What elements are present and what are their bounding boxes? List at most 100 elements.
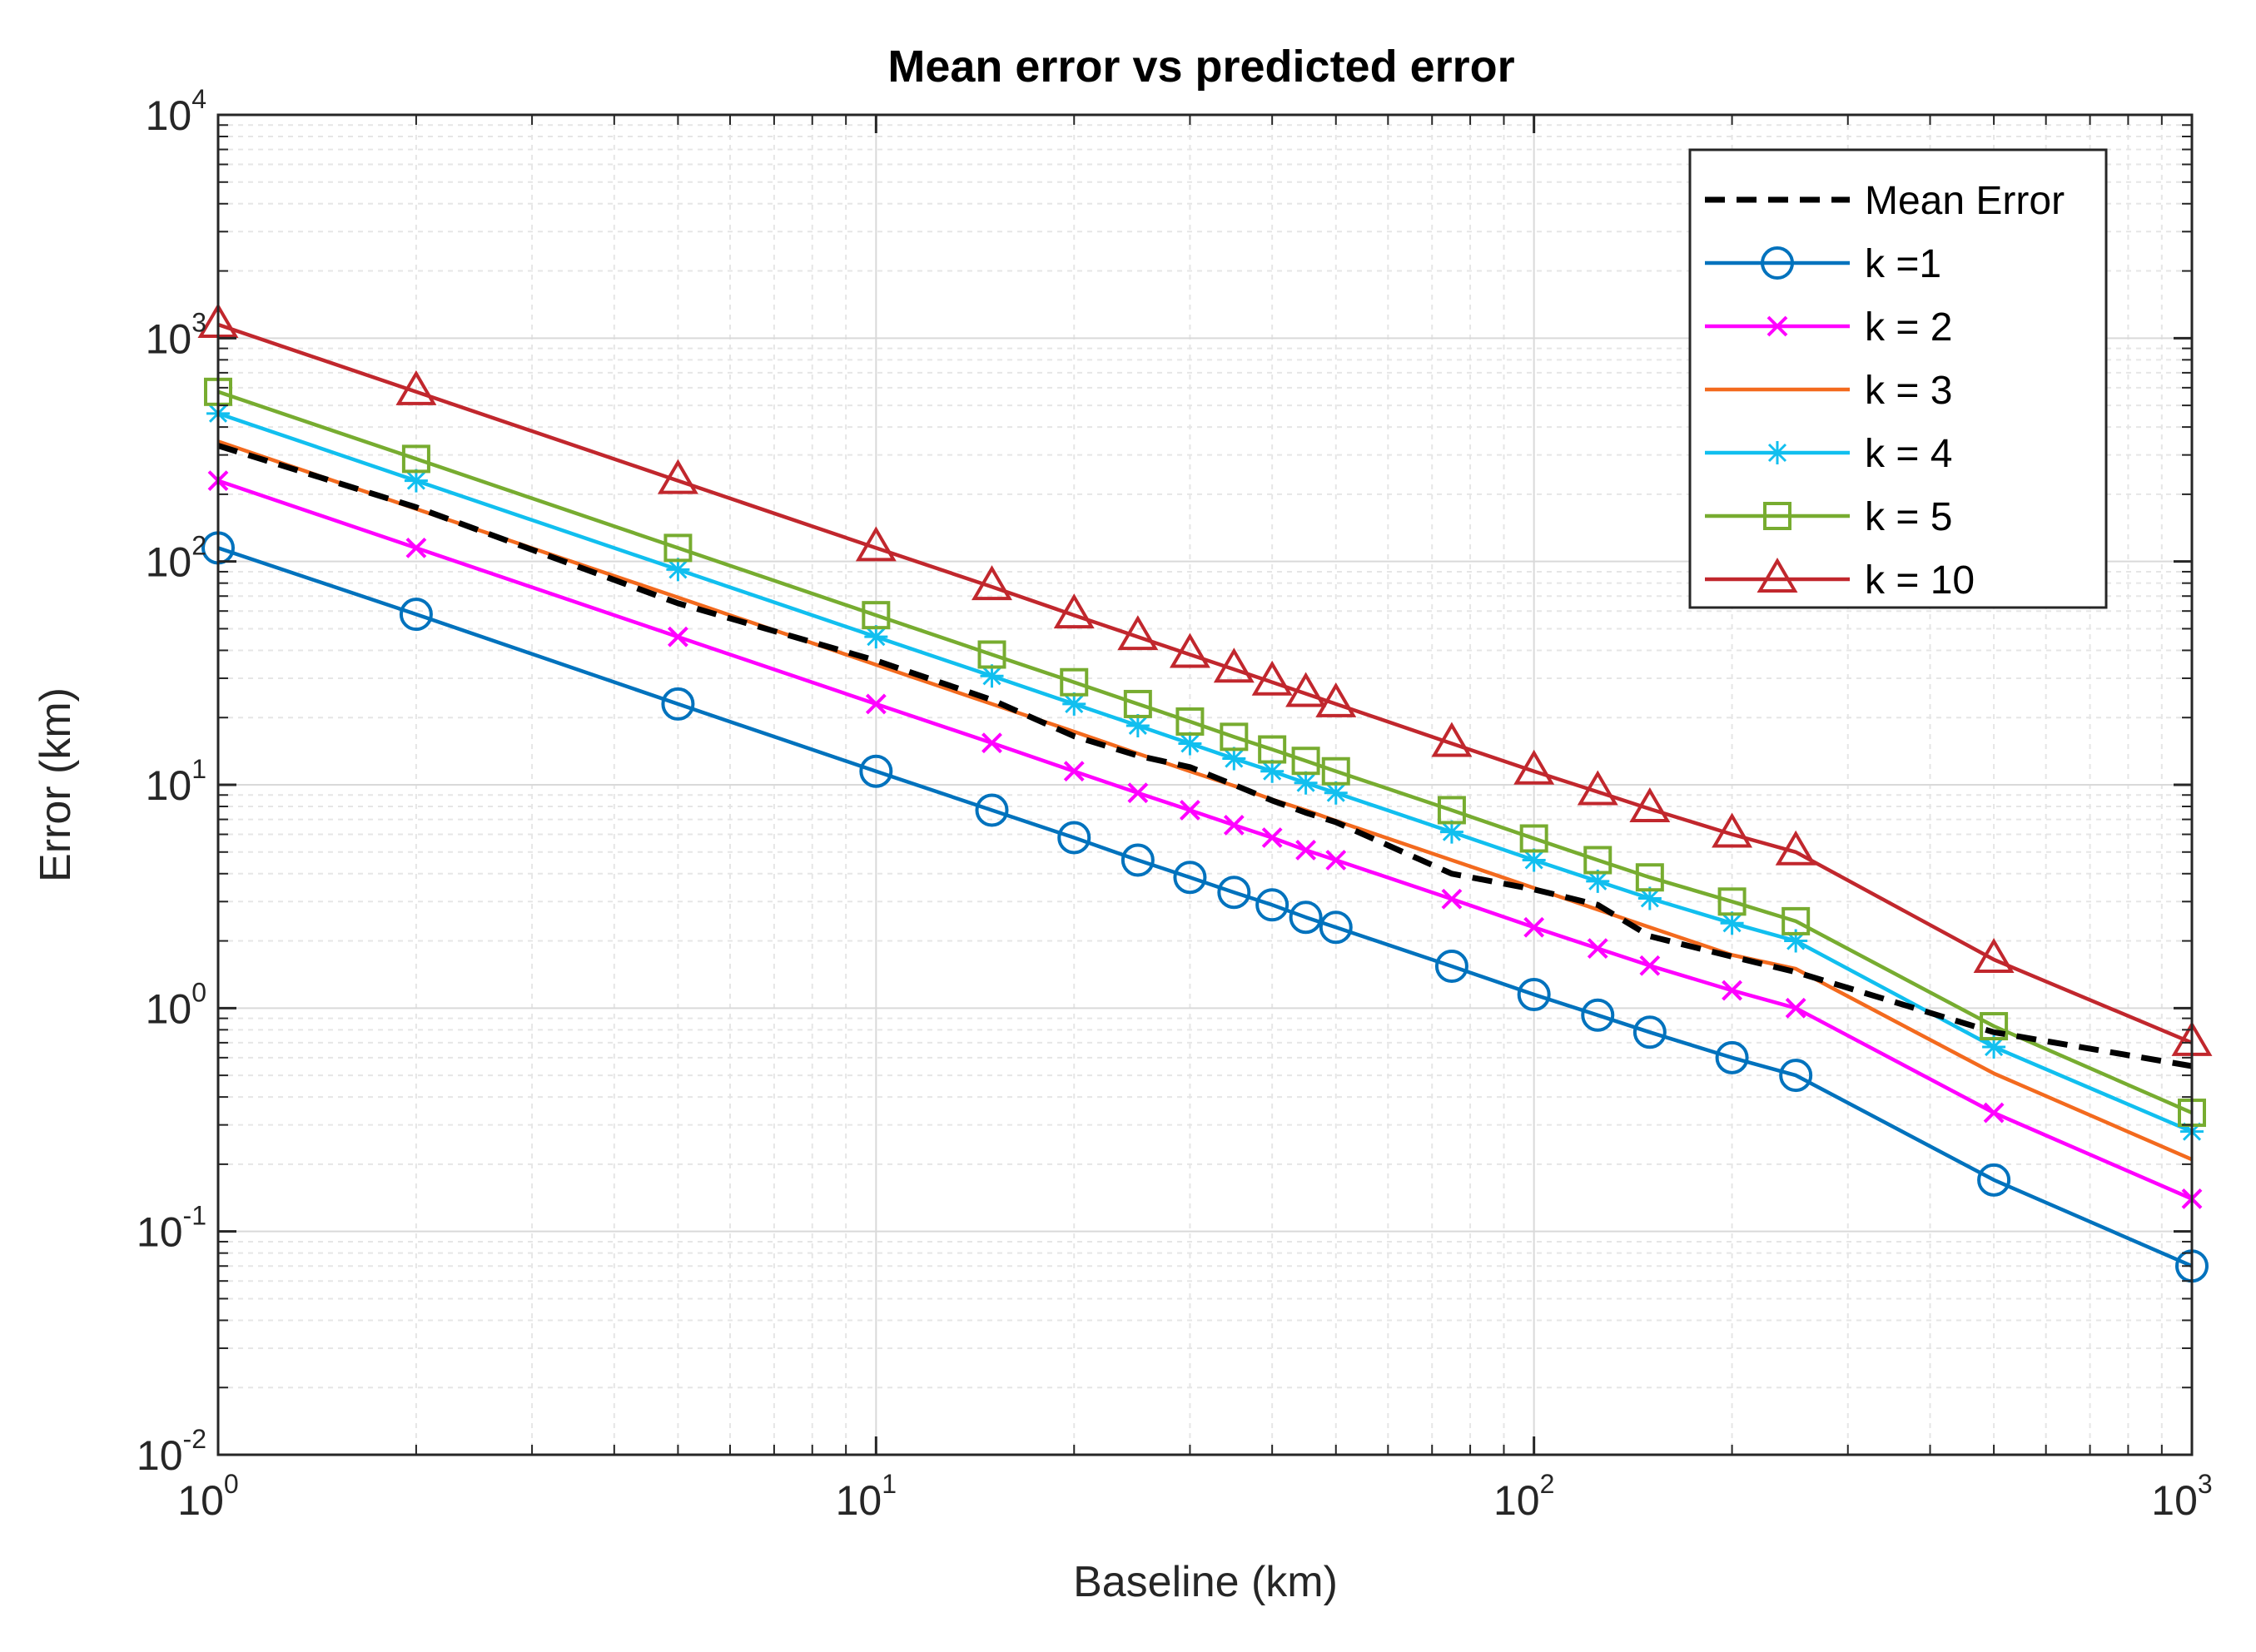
y-tick-label: 100: [146, 977, 206, 1032]
legend-entry-mean-error: Mean Error: [1705, 179, 2065, 223]
series-k-10: [197, 303, 2213, 1056]
data-point-k-4: [1062, 692, 1086, 716]
data-point-k-10: [1117, 615, 1159, 651]
data-point-k-1: [1632, 1015, 1667, 1049]
series-line-mean-error: [216, 443, 2193, 1069]
y-tick-label: 102: [146, 531, 206, 586]
data-point-k-4: [1294, 771, 1318, 795]
legend: Mean Error k =1 k = 2 k = 3 k = 4 k = 5 k = 10: [1688, 148, 2108, 609]
data-point-k-4: [1637, 886, 1662, 910]
y-tick-label-exponent: 1: [191, 754, 206, 784]
y-tick-label-exponent: 0: [191, 977, 206, 1007]
x-tick-label-exponent: 0: [224, 1469, 239, 1499]
data-point-k-10: [1577, 770, 1618, 806]
data-point-k-1: [1289, 900, 1323, 935]
x-axis-label: Baseline (km): [1073, 1558, 1338, 1606]
data-point-k-10: [1973, 938, 2015, 973]
data-point-k-2: [668, 626, 688, 647]
data-point-k-10: [1213, 647, 1255, 683]
y-tick-label-exponent: -1: [183, 1201, 206, 1231]
data-point-k-5: [977, 640, 1006, 669]
y-tick-label-base: 10: [146, 315, 192, 362]
data-point-k-5: [1321, 757, 1350, 786]
data-point-k-10: [1053, 593, 1095, 629]
y-tick-label-base: 10: [146, 985, 192, 1032]
data-point-k-10: [1513, 749, 1555, 785]
series-layer: [197, 303, 2213, 1283]
x-tick-label-exponent: 3: [2198, 1469, 2213, 1499]
data-point-k-5: [1717, 887, 1747, 916]
data-point-k-2: [1785, 997, 1806, 1019]
series-line-k-2: [217, 479, 2193, 1201]
data-point-k-10: [1431, 722, 1473, 757]
data-point-k-5: [1980, 1012, 2009, 1041]
data-point-k-2: [1523, 916, 1545, 938]
x-tick-label: 100: [177, 1469, 238, 1524]
legend-entry-k-10: k = 10: [1705, 558, 1975, 603]
data-point-k-1: [859, 754, 893, 788]
data-point-k-1: [1173, 861, 1207, 895]
legend-box: [1688, 148, 2108, 609]
x-tick-label: 101: [836, 1469, 897, 1524]
data-point-k-1: [661, 687, 695, 721]
data-point-k-1: [1779, 1059, 1813, 1093]
data-point-k-10: [1629, 786, 1671, 822]
data-point-k-2: [1983, 1102, 2005, 1124]
series-line-k-4: [217, 411, 2193, 1134]
data-point-k-4: [1720, 911, 1744, 935]
data-point-k-1: [1977, 1163, 2011, 1197]
data-point-k-10: [1712, 812, 1753, 848]
series-k-2: [207, 470, 2203, 1209]
data-point-k-5: [1583, 846, 1612, 875]
data-point-k-4: [1784, 929, 1808, 953]
data-point-k-5: [862, 601, 891, 630]
data-point-k-2: [1639, 955, 1661, 976]
legend-label-k-2: k = 2: [1865, 305, 1952, 350]
data-point-k-1: [1255, 888, 1289, 922]
data-point-k-1: [399, 598, 433, 632]
data-point-k-4: [1586, 869, 1610, 893]
data-point-k-2: [1063, 761, 1085, 782]
data-point-k-1: [1581, 998, 1615, 1032]
data-point-k-2: [1180, 800, 1200, 821]
data-point-k-10: [395, 370, 437, 405]
data-point-k-5: [1175, 707, 1205, 736]
data-point-k-10: [1285, 672, 1327, 707]
chart-title: Mean error vs predicted error: [887, 42, 1514, 92]
data-point-k-10: [1251, 660, 1293, 696]
y-tick-label: 10-2: [137, 1424, 206, 1479]
data-point-k-2: [1441, 888, 1463, 910]
y-tick-label-base: 10: [146, 92, 192, 139]
x-tick-label-base: 10: [836, 1477, 882, 1524]
axis-ticks: [216, 113, 2194, 1456]
data-point-k-2: [405, 537, 427, 558]
data-point-k-4: [1126, 713, 1150, 737]
data-point-k-4: [666, 558, 690, 582]
legend-marker-k-10: [1757, 558, 1798, 593]
data-point-k-10: [1315, 682, 1357, 717]
x-tick-label-exponent: 1: [882, 1469, 897, 1499]
data-point-k-4: [1260, 759, 1285, 783]
legend-entry-k-3: k = 3: [1705, 369, 1952, 413]
data-point-k-5: [1519, 824, 1548, 853]
x-tick-label-exponent: 2: [1540, 1469, 1555, 1499]
data-point-k-4: [1222, 747, 1246, 771]
y-tick-label: 103: [146, 307, 206, 362]
legend-label-k-5: k = 5: [1865, 495, 1952, 539]
data-point-k-2: [1325, 850, 1347, 871]
y-tick-label-exponent: -2: [183, 1424, 206, 1454]
legend-label-k-4: k = 4: [1865, 432, 1952, 476]
data-point-k-4: [404, 469, 428, 493]
data-point-k-5: [401, 444, 430, 474]
legend-marker-k-5: [1763, 502, 1791, 530]
legend-label-k-10: k = 10: [1865, 558, 1975, 603]
data-point-k-1: [1057, 821, 1091, 855]
y-tick-label: 101: [146, 754, 206, 809]
data-point-k-2: [981, 732, 1002, 754]
series-mean-error: [216, 443, 2193, 1069]
data-point-k-10: [1169, 633, 1210, 668]
legend-entry-k-5: k = 5: [1705, 495, 1952, 539]
data-point-k-4: [980, 664, 1004, 688]
